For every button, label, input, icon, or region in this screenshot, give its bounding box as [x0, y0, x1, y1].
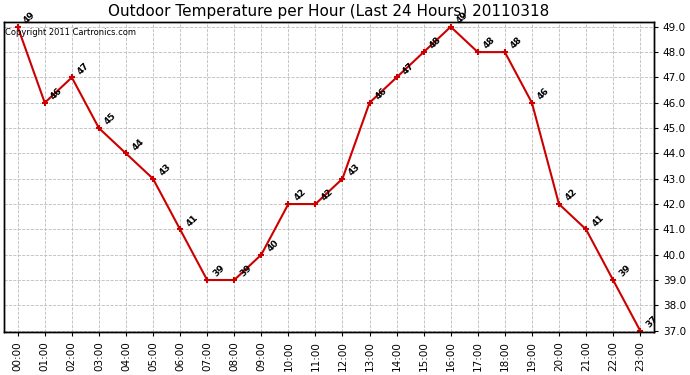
Text: 43: 43: [346, 162, 362, 177]
Text: 47: 47: [401, 61, 416, 76]
Text: 39: 39: [618, 263, 633, 279]
Text: 44: 44: [130, 136, 146, 152]
Text: 46: 46: [49, 86, 64, 101]
Text: 47: 47: [76, 61, 91, 76]
Text: 46: 46: [374, 86, 389, 101]
Text: 42: 42: [293, 188, 308, 202]
Text: 49: 49: [22, 10, 37, 26]
Text: 43: 43: [157, 162, 172, 177]
Text: 48: 48: [428, 35, 443, 51]
Text: 41: 41: [590, 213, 606, 228]
Text: 45: 45: [103, 111, 119, 127]
Text: 46: 46: [536, 86, 551, 101]
Title: Outdoor Temperature per Hour (Last 24 Hours) 20110318: Outdoor Temperature per Hour (Last 24 Ho…: [108, 4, 549, 19]
Text: 42: 42: [563, 188, 578, 202]
Text: Copyright 2011 Cartronics.com: Copyright 2011 Cartronics.com: [6, 28, 137, 37]
Text: 39: 39: [238, 263, 254, 279]
Text: 37: 37: [644, 314, 660, 329]
Text: 49: 49: [455, 10, 471, 26]
Text: 48: 48: [482, 35, 497, 51]
Text: 41: 41: [184, 213, 199, 228]
Text: 39: 39: [211, 263, 226, 279]
Text: 42: 42: [319, 188, 335, 202]
Text: 40: 40: [266, 238, 281, 253]
Text: 48: 48: [509, 35, 524, 51]
